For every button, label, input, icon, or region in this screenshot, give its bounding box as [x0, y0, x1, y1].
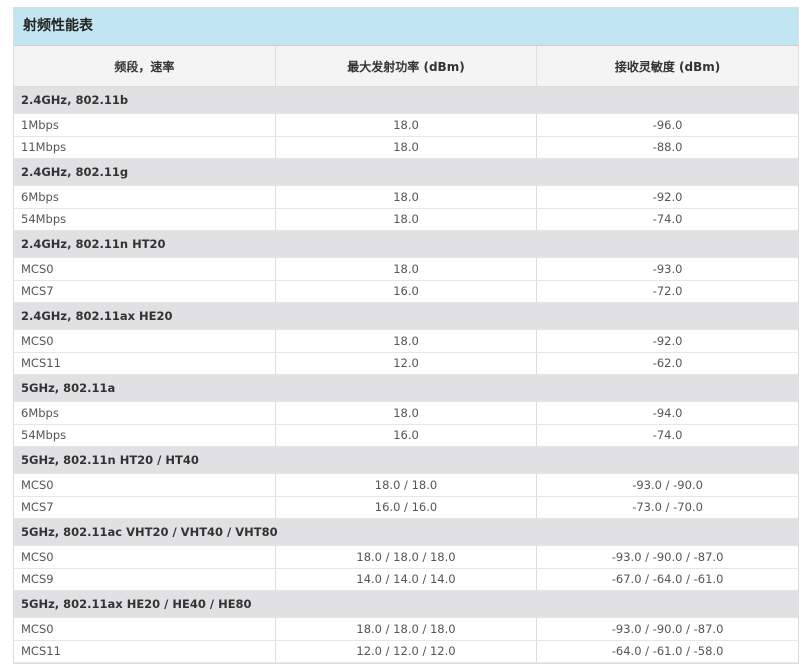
tx-power-cell: 18.0 [275, 185, 538, 209]
rf-performance-table: 射频性能表 频段，速率 最大发射功率 (dBm) 接收灵敏度 (dBm) 2.4… [13, 7, 799, 664]
header-rx-sensitivity: 接收灵敏度 (dBm) [536, 46, 798, 87]
rate-cell: MCS9 [14, 568, 276, 591]
header-band-rate: 频段，速率 [14, 46, 276, 87]
table-row: MCS9 14.0 / 14.0 / 14.0 -67.0 / -64.0 / -6… [14, 568, 798, 591]
rx-sensitivity-cell: -93.0 [536, 257, 798, 281]
rate-cell: MCS0 [14, 473, 276, 497]
rx-sensitivity-cell: -72.0 [536, 280, 798, 303]
rx-sensitivity-cell: -94.0 [536, 401, 798, 425]
table-row: 54Mbps 18.0 -74.0 [14, 208, 798, 231]
rx-sensitivity-cell: -96.0 [536, 113, 798, 137]
table-row: MCS11 12.0 / 12.0 / 12.0 -64.0 / -61.0 / -… [14, 640, 798, 663]
group-label: 2.4GHz, 802.11g [14, 158, 798, 186]
table-row: MCS7 16.0 -72.0 [14, 280, 798, 303]
rx-sensitivity-cell: -92.0 [536, 185, 798, 209]
rx-sensitivity-cell: -93.0 / -90.0 [536, 473, 798, 497]
rx-sensitivity-cell: -62.0 [536, 352, 798, 375]
group-label: 2.4GHz, 802.11n HT20 [14, 230, 798, 258]
table-row: 6Mbps 18.0 -92.0 [14, 185, 798, 209]
rate-cell: 1Mbps [14, 113, 276, 137]
tx-power-cell: 18.0 [275, 113, 538, 137]
table-row: MCS0 18.0 / 18.0 / 18.0 -93.0 / -90.0 / -8… [14, 545, 798, 569]
rx-sensitivity-cell: -92.0 [536, 329, 798, 353]
rate-cell: 6Mbps [14, 401, 276, 425]
group-row: 2.4GHz, 802.11g [14, 158, 798, 186]
table-row: 11Mbps 18.0 -88.0 [14, 136, 798, 159]
rate-cell: MCS0 [14, 257, 276, 281]
rate-cell: MCS0 [14, 617, 276, 641]
rx-sensitivity-cell: -74.0 [536, 424, 798, 447]
tx-power-cell: 16.0 [275, 280, 538, 303]
tx-power-cell: 18.0 / 18.0 [275, 473, 538, 497]
group-label: 5GHz, 802.11a [14, 374, 798, 402]
tx-power-cell: 18.0 [275, 401, 538, 425]
rate-cell: 6Mbps [14, 185, 276, 209]
rx-sensitivity-cell: -73.0 / -70.0 [536, 496, 798, 519]
rate-cell: MCS0 [14, 329, 276, 353]
table-row: MCS0 18.0 / 18.0 -93.0 / -90.0 [14, 473, 798, 497]
tx-power-cell: 12.0 / 12.0 / 12.0 [275, 640, 538, 663]
group-label: 2.4GHz, 802.11b [14, 86, 798, 114]
group-row: 5GHz, 802.11n HT20 / HT40 [14, 446, 798, 474]
rate-cell: MCS0 [14, 545, 276, 569]
rx-sensitivity-cell: -64.0 / -61.0 / -58.0 [536, 640, 798, 663]
tx-power-cell: 16.0 / 16.0 [275, 496, 538, 519]
tx-power-cell: 18.0 [275, 136, 538, 159]
group-row: 2.4GHz, 802.11b [14, 86, 798, 114]
group-row: 2.4GHz, 802.11ax HE20 [14, 302, 798, 330]
header-max-tx-power: 最大发射功率 (dBm) [275, 46, 538, 87]
tx-power-cell: 12.0 [275, 352, 538, 375]
rate-cell: 54Mbps [14, 424, 276, 447]
rate-cell: MCS7 [14, 496, 276, 519]
table-row: MCS7 16.0 / 16.0 -73.0 / -70.0 [14, 496, 798, 519]
tx-power-cell: 18.0 [275, 208, 538, 231]
rate-cell: 54Mbps [14, 208, 276, 231]
tx-power-cell: 18.0 / 18.0 / 18.0 [275, 545, 538, 569]
tx-power-cell: 18.0 [275, 257, 538, 281]
group-label: 2.4GHz, 802.11ax HE20 [14, 302, 798, 330]
rx-sensitivity-cell: -93.0 / -90.0 / -87.0 [536, 617, 798, 641]
table-row: MCS0 18.0 -92.0 [14, 329, 798, 353]
rate-cell: MCS11 [14, 640, 276, 663]
rx-sensitivity-cell: -67.0 / -64.0 / -61.0 [536, 568, 798, 591]
table-row: MCS11 12.0 -62.0 [14, 352, 798, 375]
group-label: 5GHz, 802.11n HT20 / HT40 [14, 446, 798, 474]
table-title: 射频性能表 [14, 8, 798, 46]
table-row: MCS0 18.0 -93.0 [14, 257, 798, 281]
rx-sensitivity-cell: -74.0 [536, 208, 798, 231]
tx-power-cell: 18.0 [275, 329, 538, 353]
group-label: 5GHz, 802.11ac VHT20 / VHT40 / VHT80 [14, 518, 798, 546]
tx-power-cell: 16.0 [275, 424, 538, 447]
header-row: 频段，速率 最大发射功率 (dBm) 接收灵敏度 (dBm) [14, 46, 798, 87]
group-row: 5GHz, 802.11ac VHT20 / VHT40 / VHT80 [14, 518, 798, 546]
group-row: 5GHz, 802.11ax HE20 / HE40 / HE80 [14, 590, 798, 618]
table-row: 1Mbps 18.0 -96.0 [14, 113, 798, 137]
rx-sensitivity-cell: -88.0 [536, 136, 798, 159]
rate-cell: MCS7 [14, 280, 276, 303]
tx-power-cell: 14.0 / 14.0 / 14.0 [275, 568, 538, 591]
table-row: MCS0 18.0 / 18.0 / 18.0 -93.0 / -90.0 / -8… [14, 617, 798, 641]
tx-power-cell: 18.0 / 18.0 / 18.0 [275, 617, 538, 641]
table-row: 54Mbps 16.0 -74.0 [14, 424, 798, 447]
rx-sensitivity-cell: -93.0 / -90.0 / -87.0 [536, 545, 798, 569]
rate-cell: MCS11 [14, 352, 276, 375]
group-row: 2.4GHz, 802.11n HT20 [14, 230, 798, 258]
group-label: 5GHz, 802.11ax HE20 / HE40 / HE80 [14, 590, 798, 618]
group-row: 5GHz, 802.11a [14, 374, 798, 402]
table-row: 6Mbps 18.0 -94.0 [14, 401, 798, 425]
rate-cell: 11Mbps [14, 136, 276, 159]
